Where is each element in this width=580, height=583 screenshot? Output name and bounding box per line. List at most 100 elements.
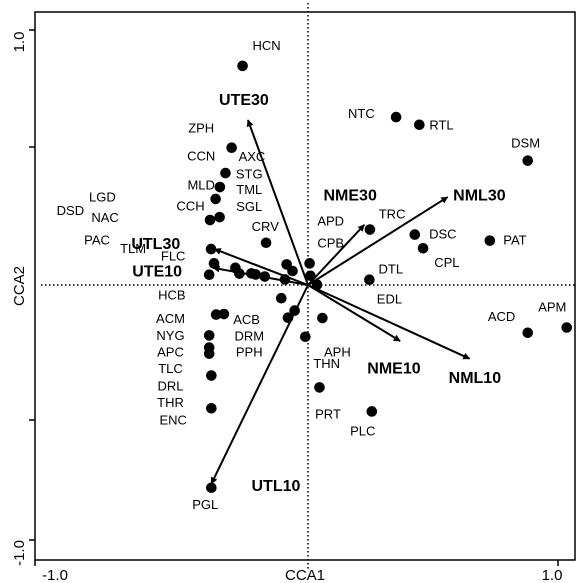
- vector-label-nml30: NML30: [453, 188, 506, 205]
- axes-ticks: [29, 29, 559, 566]
- point-label-apc: APC: [157, 345, 184, 360]
- vector-label-nme30: NME30: [324, 188, 377, 205]
- point-dsm: [522, 155, 534, 166]
- point-aph: [317, 312, 328, 324]
- point-pph: [282, 312, 294, 324]
- point-crv: [260, 237, 272, 249]
- point-label-apm: APM: [538, 299, 566, 314]
- point-label-drl: DRL: [157, 378, 183, 393]
- point-ntc: [390, 111, 402, 123]
- point-utl30-site: [208, 258, 220, 269]
- point-label-aph: APH: [324, 344, 351, 359]
- point-label-hcn: HCN: [253, 38, 281, 53]
- point-label-cpb: CPB: [317, 236, 344, 251]
- point-dsc: [409, 229, 421, 240]
- point-enc: [206, 402, 217, 414]
- point-dsd: [204, 214, 216, 226]
- point-pat: [484, 235, 496, 246]
- point-drm: [289, 305, 300, 316]
- point-stg: [214, 181, 226, 193]
- point-label-nyg: NYG: [156, 328, 184, 343]
- point-label-drm: DRM: [234, 328, 264, 343]
- vector-labels: UTE30 UTL30 UTE10 UTL10 NME30 NML30 NME10 NML10: [131, 92, 505, 495]
- point-label-tlm: TLM: [120, 241, 146, 256]
- point-apc: [203, 330, 215, 341]
- y-tick-label-min: -1.0: [11, 540, 28, 566]
- x-axis-title: CCA1: [285, 567, 325, 583]
- point-pgl: [206, 482, 217, 494]
- point-label-thr: THR: [157, 395, 184, 410]
- point-zph: [226, 142, 237, 154]
- vector-arrow-nme30: [307, 224, 366, 286]
- point-labels: HCN NTC RTL DSM ZPH CCN AXC STG MLD TML LGD CCH SGL D…: [57, 38, 567, 512]
- point-label-trc: TRC: [379, 207, 406, 222]
- point-dtl: [364, 274, 375, 286]
- point-label-pac: PAC: [84, 233, 110, 248]
- point-label-pph: PPH: [236, 345, 263, 360]
- x-tick-label-min: -1.0: [42, 567, 68, 583]
- point-hcb: [276, 292, 287, 304]
- point-acd: [522, 327, 534, 339]
- point-label-zph: ZPH: [188, 121, 214, 136]
- point-edl: [311, 279, 323, 291]
- point-apm: [561, 322, 573, 333]
- point-label-tml: TML: [236, 182, 262, 197]
- point-flc: [205, 243, 217, 255]
- point-rtl: [414, 119, 425, 131]
- vector-label-ute10: UTE10: [132, 263, 182, 280]
- point-label-stg: STG: [236, 166, 263, 181]
- point-label-cch: CCH: [176, 198, 204, 213]
- point-drl: [203, 348, 215, 359]
- vector-label-nme10: NME10: [367, 361, 420, 378]
- vector-label-nml10: NML10: [449, 370, 502, 387]
- point-label-flc: FLC: [161, 248, 186, 263]
- point-label-thn: THN: [313, 356, 340, 371]
- reference-lines: [41, 3, 575, 569]
- point-label-prt: PRT: [315, 406, 341, 421]
- point-nac: [250, 269, 261, 280]
- point-label-dsd: DSD: [57, 203, 84, 218]
- point-tlm: [287, 265, 298, 277]
- point-nyg: [210, 309, 222, 320]
- point-thr: [206, 370, 217, 381]
- point-label-acb: ACB: [233, 312, 260, 327]
- point-label-crv: CRV: [252, 219, 280, 234]
- point-label-enc: ENC: [159, 413, 186, 428]
- point-label-hcb: HCB: [158, 288, 185, 303]
- point-axc: [220, 167, 231, 179]
- point-label-axc: AXC: [239, 149, 266, 164]
- x-tick-label-max: 1.0: [542, 567, 563, 583]
- vector-label-utl30: UTL30: [131, 236, 180, 253]
- point-label-ccn: CCN: [187, 148, 215, 163]
- point-acm: [218, 308, 230, 320]
- point-mld: [234, 268, 245, 279]
- vector-arrow-nml30: [307, 196, 449, 286]
- vector-arrow-nml10: [307, 284, 471, 360]
- point-label-pat: PAT: [503, 233, 526, 248]
- point-sgl: [214, 211, 225, 223]
- point-label-dsm: DSM: [511, 135, 540, 150]
- point-tml: [210, 193, 221, 205]
- scatter-points: [203, 60, 573, 494]
- point-label-dsc: DSC: [429, 226, 456, 241]
- vector-arrow-ute30: [246, 119, 309, 286]
- point-label-apd: APD: [317, 213, 344, 228]
- point-cpl: [417, 243, 429, 254]
- point-label-lgd: LGD: [89, 189, 116, 204]
- vector-label-ute30: UTE30: [219, 92, 269, 109]
- point-label-nac: NAC: [91, 210, 118, 225]
- y-tick-label-max: 1.0: [11, 32, 28, 53]
- point-label-rtl: RTL: [429, 118, 453, 133]
- plot-frame: [34, 11, 576, 561]
- point-label-acm: ACM: [156, 311, 185, 326]
- point-label-mld: MLD: [187, 177, 214, 192]
- point-prt: [314, 382, 325, 393]
- vector-arrow-nme10: [307, 284, 401, 342]
- point-label-tlc: TLC: [158, 361, 183, 376]
- vector-arrow-utl30: [213, 248, 309, 286]
- point-cch: [203, 269, 215, 281]
- point-thn: [300, 331, 311, 343]
- point-label-dtl: DTL: [378, 262, 403, 277]
- point-label-pgl: PGL: [192, 497, 218, 512]
